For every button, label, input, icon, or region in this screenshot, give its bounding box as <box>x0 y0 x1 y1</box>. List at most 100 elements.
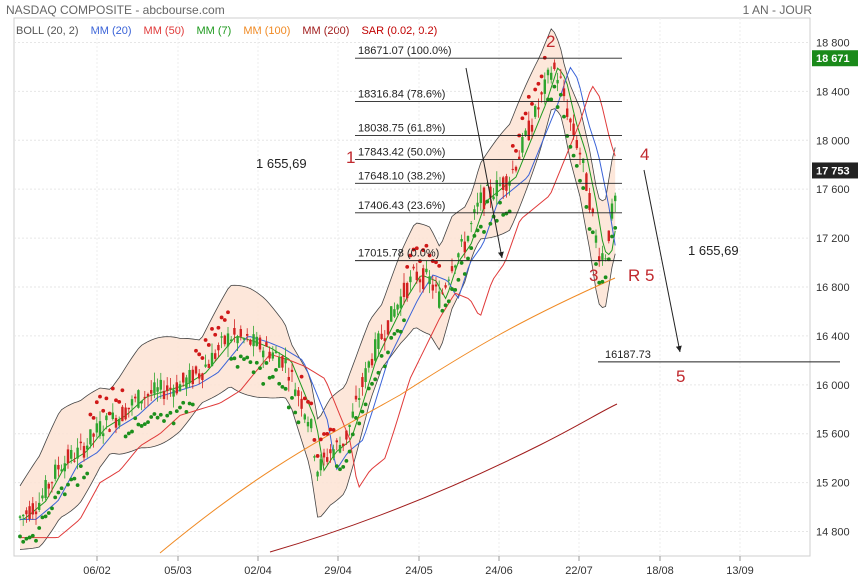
legend-item[interactable]: SAR (0.02, 0.2) <box>361 25 438 37</box>
legend-item[interactable]: MM (50) <box>143 25 185 37</box>
sar-dot <box>581 186 586 190</box>
sar-dot <box>206 343 211 347</box>
sar-dot <box>446 299 451 304</box>
candle-body <box>486 184 489 186</box>
sar-dot <box>277 381 282 386</box>
legend-item[interactable]: MM (20) <box>90 25 132 37</box>
sar-dot <box>296 420 301 425</box>
sar-dot <box>549 97 554 102</box>
candle-body <box>198 373 201 379</box>
candle-body <box>188 369 191 384</box>
candle-body <box>594 235 598 243</box>
candle-body <box>178 384 182 392</box>
sar-dot <box>341 465 346 469</box>
candle-body <box>422 268 425 290</box>
sar-dot <box>562 114 566 119</box>
candle-body <box>303 414 306 420</box>
sar-dot <box>594 262 598 266</box>
candle-body <box>367 361 370 368</box>
candle-body <box>233 328 236 335</box>
candle-body <box>351 411 354 418</box>
candle-body <box>114 417 118 428</box>
sar-dot <box>152 412 157 416</box>
candle-body <box>566 108 569 117</box>
sar-dot <box>434 260 438 265</box>
legend-item[interactable]: MM (7) <box>196 25 232 37</box>
sar-dot <box>574 164 579 168</box>
candle-body <box>604 258 607 260</box>
candle-body <box>207 363 210 368</box>
sar-dot <box>293 410 298 415</box>
sar-dot <box>408 253 413 258</box>
candle-body <box>524 130 527 136</box>
candle-body <box>540 92 543 95</box>
candle-body <box>335 440 338 443</box>
legend-item[interactable]: MM (100) <box>243 25 291 37</box>
candle-body <box>41 495 44 499</box>
ma-200 <box>269 403 618 553</box>
candle-body <box>383 338 386 341</box>
candle-body <box>265 342 268 347</box>
sar-dot <box>430 259 435 263</box>
sar-dot <box>386 350 390 355</box>
x-tick-label: 22/07 <box>565 565 593 577</box>
candle-body <box>329 449 332 454</box>
candle-body <box>338 444 342 453</box>
candle-body <box>290 369 294 372</box>
sar-dot <box>162 419 166 423</box>
x-tick-label: 02/04 <box>244 565 272 577</box>
candle-body <box>530 124 534 132</box>
sar-dot <box>530 101 534 106</box>
candle-body <box>559 76 562 78</box>
legend-item[interactable]: BOLL (20, 2) <box>16 25 79 37</box>
sar-dot <box>216 325 221 330</box>
candle-body <box>370 358 374 366</box>
y-tick-label: 18 000 <box>816 135 850 147</box>
y-tick-label: 15 200 <box>816 478 850 490</box>
candle-body <box>124 407 127 420</box>
wave-label: R 5 <box>628 266 654 285</box>
sar-dot <box>546 97 550 102</box>
candle-body <box>278 357 281 368</box>
sar-dot <box>261 382 266 386</box>
candle-body <box>70 449 73 459</box>
sar-dot <box>536 81 541 86</box>
x-tick-label: 29/04 <box>324 565 352 577</box>
wave-label: 1 <box>346 148 355 167</box>
sar-dot <box>318 437 323 442</box>
sar-dot <box>200 356 205 360</box>
sar-dot <box>107 411 112 416</box>
candle-body <box>550 72 553 80</box>
sar-dot <box>328 427 333 432</box>
candle-body <box>428 276 431 285</box>
sar-dot <box>210 326 214 331</box>
candle-body <box>326 457 329 462</box>
candle-body <box>134 396 137 399</box>
sar-dot <box>469 246 474 250</box>
candle-body <box>214 353 217 359</box>
sar-dot <box>286 405 291 410</box>
candle-body <box>598 256 601 262</box>
sar-dot <box>18 534 22 539</box>
candle-body <box>444 285 447 288</box>
sar-dot <box>222 318 227 322</box>
candle-body <box>358 398 361 400</box>
candle-body <box>175 382 178 394</box>
fib-label: 18038.75 (61.8%) <box>358 123 445 135</box>
bollinger-upper <box>19 28 616 487</box>
sar-dot <box>552 84 557 89</box>
candle-body <box>252 334 255 347</box>
candle-body <box>412 266 415 269</box>
candle-body <box>239 329 242 337</box>
candle-body <box>300 398 303 409</box>
candle-body <box>111 412 114 419</box>
sar-dot <box>130 429 134 434</box>
sar-dot <box>334 464 339 469</box>
fib-label: 18316.84 (78.6%) <box>358 89 445 101</box>
candle-body <box>431 284 434 291</box>
sar-dot <box>165 413 170 418</box>
sar-dot <box>142 422 147 427</box>
candle-body <box>306 421 310 427</box>
candle-body <box>108 429 111 432</box>
